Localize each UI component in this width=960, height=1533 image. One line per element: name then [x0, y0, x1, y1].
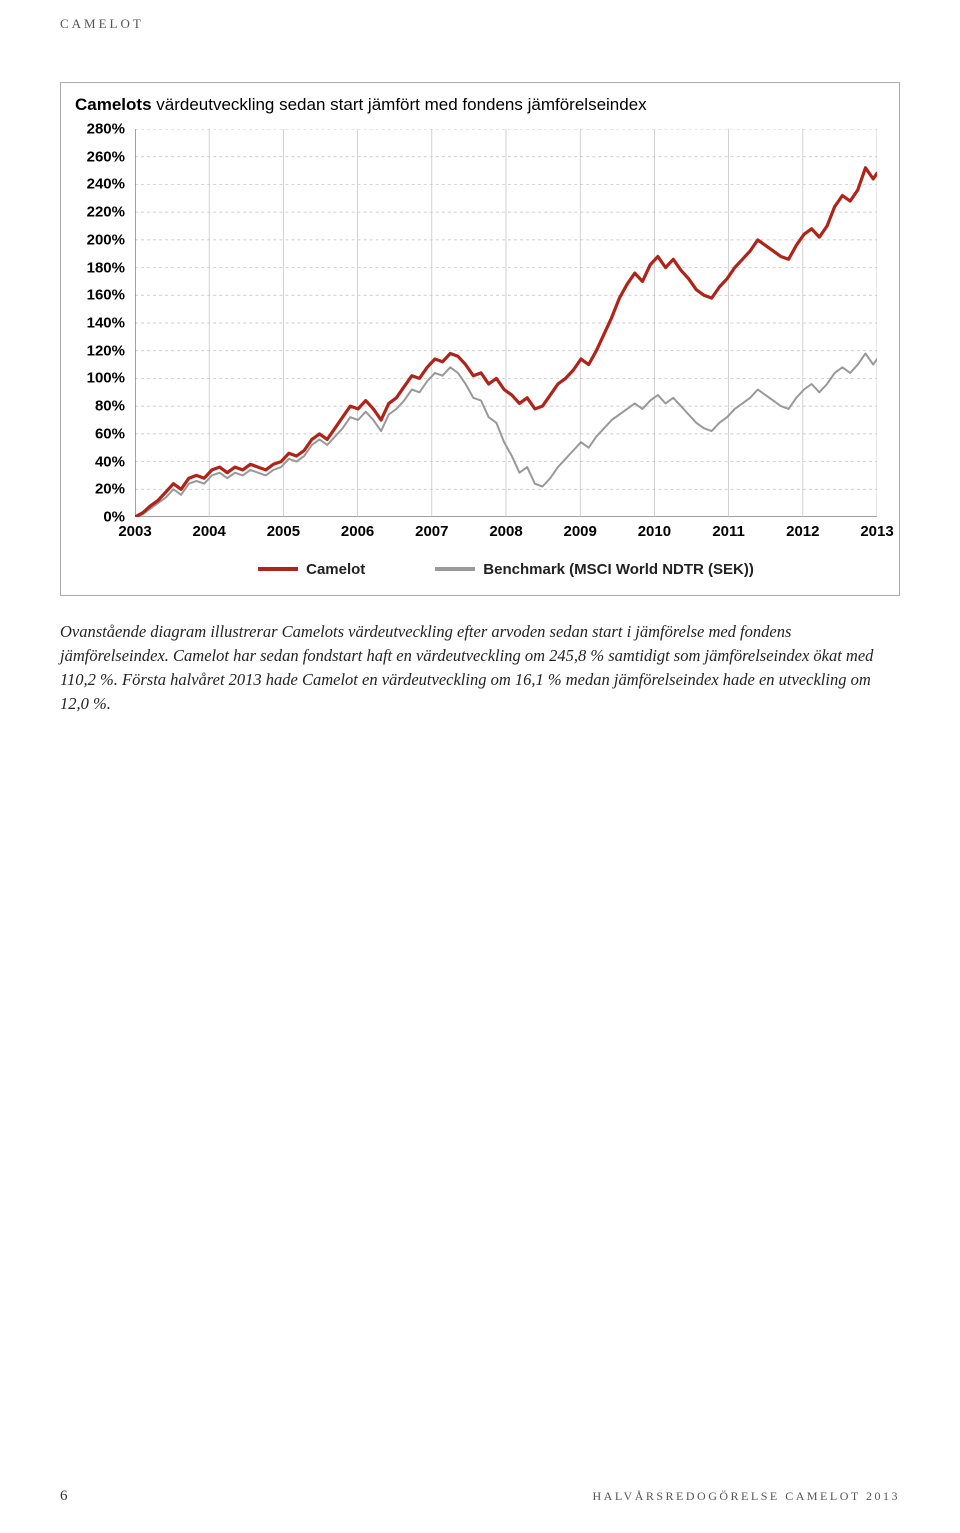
x-tick-label: 2004 [193, 523, 226, 540]
x-tick-label: 2012 [786, 523, 819, 540]
y-tick-label: 20% [95, 481, 125, 498]
x-axis-labels: 2003200420052006200720082009201020112012… [135, 523, 877, 543]
y-tick-label: 160% [87, 287, 125, 304]
legend-swatch-benchmark [435, 567, 475, 571]
chart-title: Camelots värdeutveckling sedan start jäm… [75, 95, 885, 115]
footer-text: HALVÅRSREDOGÖRELSE CAMELOT 2013 [592, 1489, 900, 1504]
x-tick-label: 2005 [267, 523, 300, 540]
legend-label-benchmark: Benchmark (MSCI World NDTR (SEK)) [483, 561, 754, 578]
x-tick-label: 2011 [712, 523, 745, 540]
y-tick-label: 260% [87, 148, 125, 165]
chart-title-rest: värdeutveckling sedan start jämfört med … [152, 95, 647, 114]
y-tick-label: 280% [87, 121, 125, 138]
x-tick-label: 2006 [341, 523, 374, 540]
legend-item-benchmark: Benchmark (MSCI World NDTR (SEK)) [435, 561, 754, 578]
page-number: 6 [60, 1488, 68, 1505]
y-tick-label: 180% [87, 259, 125, 276]
y-tick-label: 60% [95, 425, 125, 442]
plot-area [135, 129, 877, 517]
x-tick-label: 2009 [564, 523, 597, 540]
y-axis-labels: 280%260%240%220%200%180%160%140%120%100%… [75, 129, 131, 517]
y-tick-label: 40% [95, 453, 125, 470]
y-tick-label: 240% [87, 176, 125, 193]
y-tick-label: 140% [87, 315, 125, 332]
legend-item-camelot: Camelot [258, 561, 365, 578]
page-header: CAMELOT [60, 16, 900, 32]
page-footer: 6 HALVÅRSREDOGÖRELSE CAMELOT 2013 [60, 1488, 900, 1505]
x-tick-label: 2008 [489, 523, 522, 540]
y-tick-label: 100% [87, 370, 125, 387]
legend-label-camelot: Camelot [306, 561, 365, 578]
x-tick-label: 2003 [118, 523, 151, 540]
x-tick-label: 2010 [638, 523, 671, 540]
y-tick-label: 220% [87, 204, 125, 221]
x-tick-label: 2007 [415, 523, 448, 540]
chart-caption: Ovanstående diagram illustrerar Camelots… [60, 620, 900, 716]
legend-swatch-camelot [258, 567, 298, 571]
y-tick-label: 200% [87, 231, 125, 248]
chart-area: 280%260%240%220%200%180%160%140%120%100%… [75, 125, 885, 585]
x-tick-label: 2013 [860, 523, 893, 540]
chart-title-bold: Camelots [75, 95, 152, 114]
y-tick-label: 120% [87, 342, 125, 359]
chart-legend: Camelot Benchmark (MSCI World NDTR (SEK)… [135, 555, 877, 583]
chart-container: Camelots värdeutveckling sedan start jäm… [60, 82, 900, 596]
y-tick-label: 80% [95, 398, 125, 415]
